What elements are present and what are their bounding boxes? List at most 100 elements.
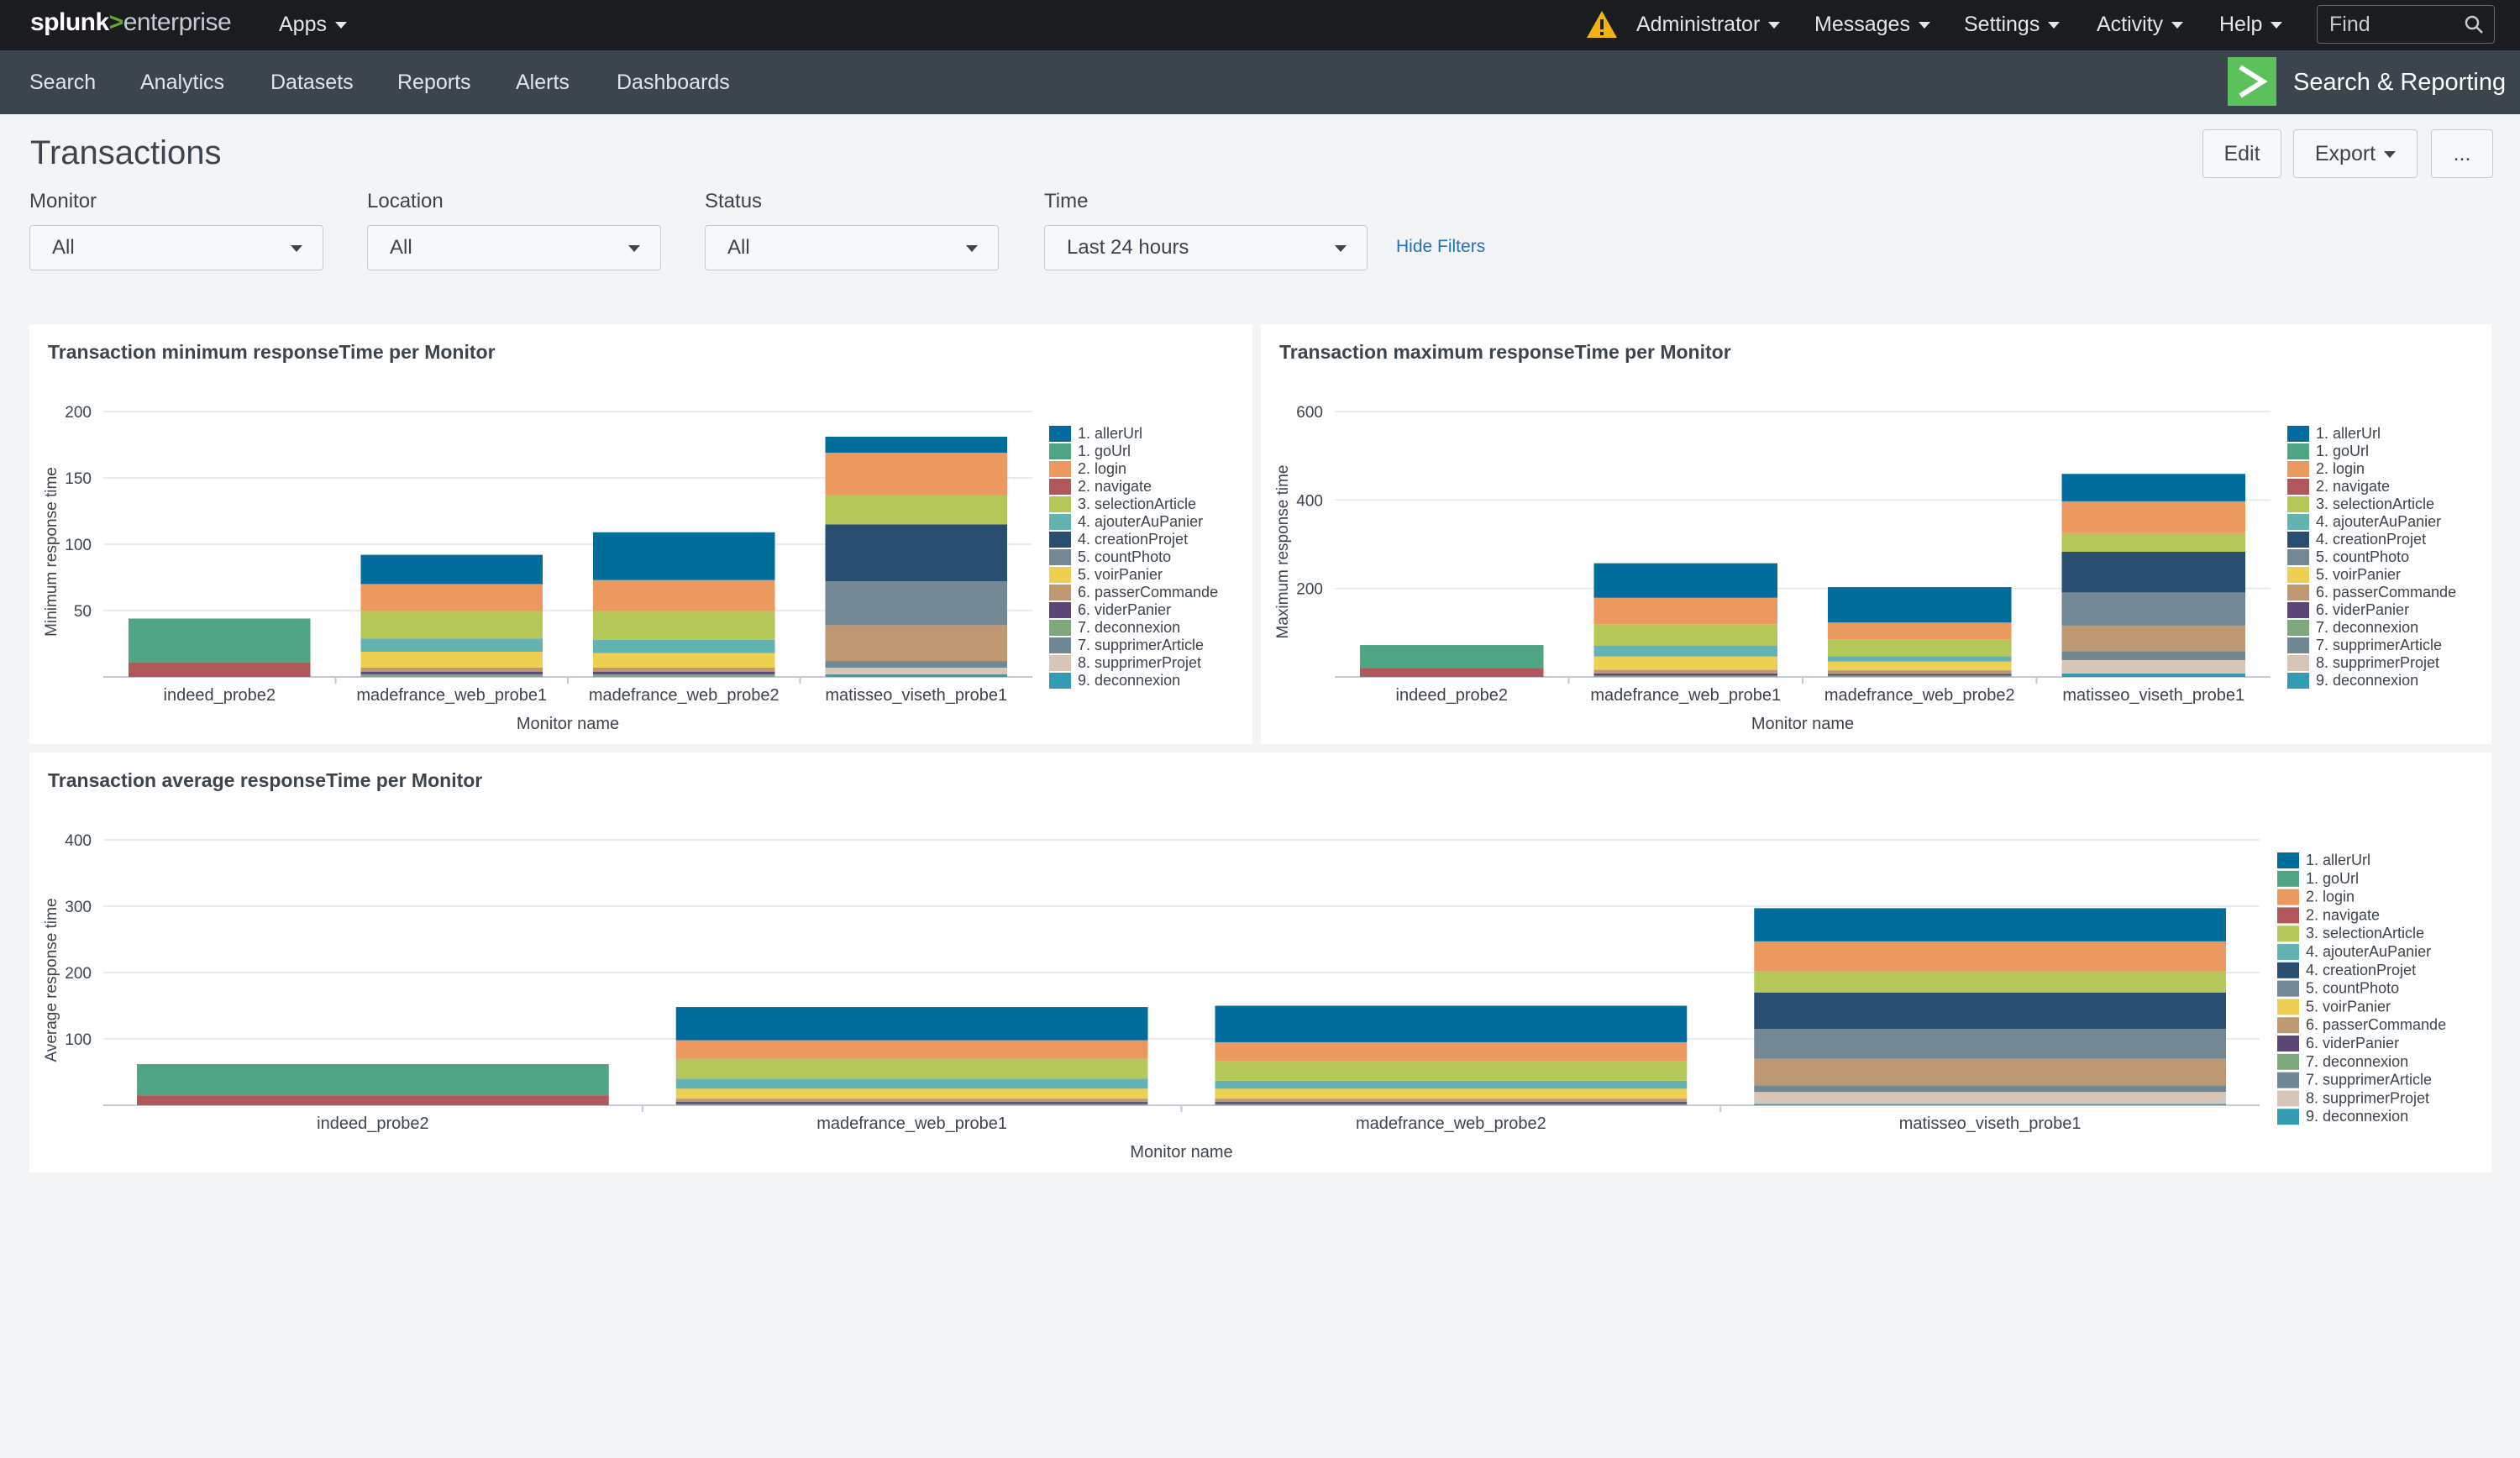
bar-segment[interactable] xyxy=(825,667,1008,674)
legend-item[interactable]: 2. navigate xyxy=(2316,478,2390,495)
bar-segment[interactable] xyxy=(1754,1029,2226,1059)
more-actions-button[interactable]: ... xyxy=(2431,129,2493,178)
bar-segment[interactable] xyxy=(360,611,543,639)
bar-segment[interactable] xyxy=(1828,661,2012,671)
legend-item[interactable]: 7. supprimerArticle xyxy=(2306,1072,2432,1088)
bar-segment[interactable] xyxy=(2061,474,2246,501)
legend-item[interactable]: 4. ajouterAuPanier xyxy=(2316,513,2441,530)
bar-segment[interactable] xyxy=(593,532,775,580)
legend-item[interactable]: 6. passerCommande xyxy=(1078,584,1218,601)
bar-segment[interactable] xyxy=(360,584,543,611)
bar-segment[interactable] xyxy=(1215,1102,1688,1104)
legend-item[interactable]: 4. creationProjet xyxy=(2316,531,2426,548)
bar-segment[interactable] xyxy=(129,662,311,677)
legend-item[interactable]: 8. supprimerProjet xyxy=(1078,654,1201,671)
bar-segment[interactable] xyxy=(1754,1104,2226,1105)
legend-item[interactable]: 6. viderPanier xyxy=(2306,1035,2399,1052)
user-menu[interactable]: Administrator xyxy=(1636,0,1781,50)
bar-segment[interactable] xyxy=(1754,941,2226,972)
bar-segment[interactable] xyxy=(129,618,311,663)
chart-avg-response[interactable]: 100 200 300 400 indeed_probe2 madefrance_web_… xyxy=(29,753,2491,1172)
legend-item[interactable]: 1. goUrl xyxy=(2316,443,2369,459)
legend-item[interactable]: 6. viderPanier xyxy=(1078,601,1171,618)
bar-segment[interactable] xyxy=(1593,656,1778,670)
nav-datasets[interactable]: Datasets xyxy=(270,71,354,94)
legend-item[interactable]: 2. navigate xyxy=(2306,906,2380,923)
splunk-logo[interactable]: splunk>enterprise xyxy=(30,8,232,37)
bar-segment[interactable] xyxy=(360,671,543,674)
app-chevron-icon[interactable] xyxy=(2228,57,2276,106)
bar-segment[interactable] xyxy=(1593,597,1778,625)
legend-item[interactable]: 1. goUrl xyxy=(2306,870,2359,887)
bar-segment[interactable] xyxy=(1215,1104,1688,1105)
legend-item[interactable]: 2. login xyxy=(1078,460,1126,477)
legend-item[interactable]: 4. creationProjet xyxy=(2306,962,2416,978)
legend-item[interactable]: 6. passerCommande xyxy=(2316,584,2456,601)
bar-segment[interactable] xyxy=(1360,645,1544,669)
legend-item[interactable]: 7. deconnexion xyxy=(1078,619,1180,636)
bar-segment[interactable] xyxy=(1754,992,2226,1030)
legend-item[interactable]: 1. allerUrl xyxy=(2316,425,2381,442)
legend-item[interactable]: 6. passerCommande xyxy=(2306,1016,2446,1033)
bar-segment[interactable] xyxy=(2061,673,2246,677)
legend-item[interactable]: 9. deconnexion xyxy=(2316,672,2418,689)
bar-segment[interactable] xyxy=(1215,1080,1688,1089)
bar-segment[interactable] xyxy=(137,1095,609,1105)
settings-menu[interactable]: Settings xyxy=(1964,0,2061,50)
bar-segment[interactable] xyxy=(593,671,775,674)
bar-segment[interactable] xyxy=(825,581,1008,626)
bar-segment[interactable] xyxy=(360,667,543,672)
legend-item[interactable]: 8. supprimerProjet xyxy=(2306,1089,2429,1106)
bar-segment[interactable] xyxy=(1754,1092,2226,1104)
chart-max-response[interactable]: 200 400 600 indeed_probe2 madefrance_web_pro… xyxy=(1261,324,2491,744)
bar-segment[interactable] xyxy=(2061,501,2246,533)
bar-segment[interactable] xyxy=(2061,532,2246,552)
bar-segment[interactable] xyxy=(593,639,775,653)
chart-min-response[interactable]: 50 100 150 200 indeed_probe2 madefrance_web_p… xyxy=(29,324,1252,744)
bar-segment[interactable] xyxy=(825,625,1008,662)
bar-segment[interactable] xyxy=(360,651,543,668)
legend-item[interactable]: 1. allerUrl xyxy=(2306,852,2370,868)
bar-segment[interactable] xyxy=(360,674,543,677)
bar-segment[interactable] xyxy=(1754,908,2226,941)
bar-segment[interactable] xyxy=(675,1078,1148,1089)
bar-segment[interactable] xyxy=(825,495,1008,525)
bar-segment[interactable] xyxy=(137,1064,609,1096)
legend-item[interactable]: 4. creationProjet xyxy=(1078,531,1188,548)
legend-item[interactable]: 7. supprimerArticle xyxy=(2316,637,2442,653)
legend-item[interactable]: 3. selectionArticle xyxy=(1078,496,1196,512)
legend-item[interactable]: 5. countPhoto xyxy=(1078,548,1171,565)
bar-segment[interactable] xyxy=(1828,587,2012,623)
bar-segment[interactable] xyxy=(675,1104,1148,1105)
nav-alerts[interactable]: Alerts xyxy=(516,71,570,94)
bar-segment[interactable] xyxy=(825,437,1008,453)
bar-segment[interactable] xyxy=(2061,625,2246,652)
warning-icon[interactable] xyxy=(1586,9,1618,39)
nav-search[interactable]: Search xyxy=(29,71,97,94)
bar-segment[interactable] xyxy=(1593,563,1778,598)
bar-segment[interactable] xyxy=(675,1040,1148,1059)
bar-segment[interactable] xyxy=(1754,971,2226,993)
legend-item[interactable]: 8. supprimerProjet xyxy=(2316,654,2439,671)
bar-segment[interactable] xyxy=(1593,673,1778,676)
nav-reports[interactable]: Reports xyxy=(397,71,471,94)
bar-segment[interactable] xyxy=(593,611,775,640)
bar-segment[interactable] xyxy=(1754,1085,2226,1093)
bar-segment[interactable] xyxy=(1215,1005,1688,1042)
bar-segment[interactable] xyxy=(675,1058,1148,1079)
bar-segment[interactable] xyxy=(1215,1041,1688,1062)
messages-menu[interactable]: Messages xyxy=(1814,0,1930,50)
bar-segment[interactable] xyxy=(1215,1099,1688,1103)
bar-segment[interactable] xyxy=(2061,592,2246,626)
bar-segment[interactable] xyxy=(360,554,543,585)
bar-segment[interactable] xyxy=(593,667,775,672)
nav-dashboards[interactable]: Dashboards xyxy=(617,71,730,94)
legend-item[interactable]: 5. voirPanier xyxy=(2316,566,2401,583)
legend-item[interactable]: 5. countPhoto xyxy=(2306,980,2399,997)
bar-segment[interactable] xyxy=(825,452,1008,496)
bar-segment[interactable] xyxy=(1593,675,1778,677)
bar-segment[interactable] xyxy=(825,674,1008,677)
hide-filters-link[interactable]: Hide Filters xyxy=(1396,237,1486,256)
bar-segment[interactable] xyxy=(1828,622,2012,640)
bar-segment[interactable] xyxy=(1828,674,2012,676)
